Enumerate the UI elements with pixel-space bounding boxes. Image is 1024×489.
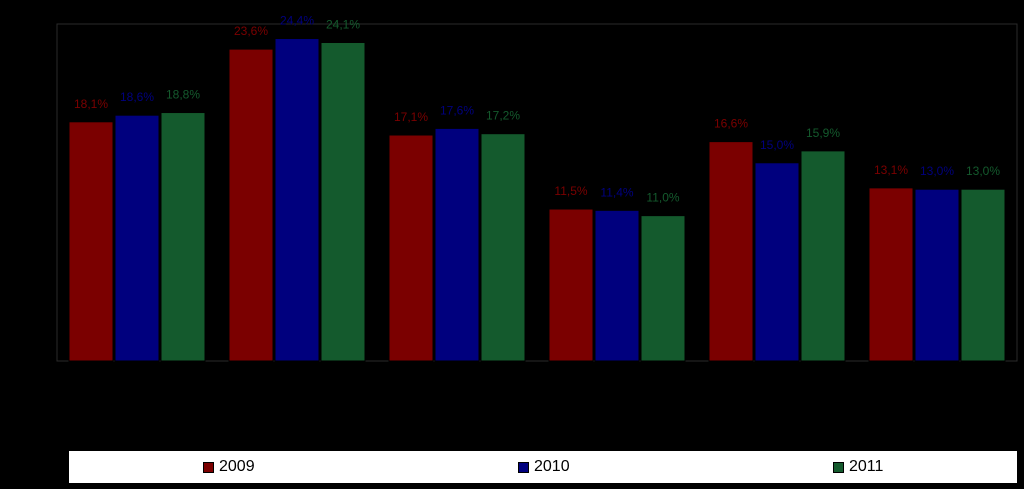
legend-item-2010: 2010 [518, 451, 570, 483]
data-label-2011-4: 11,0% [646, 191, 679, 205]
data-label-2011-2: 24,1% [326, 18, 360, 32]
data-label-2009-2: 23,6% [234, 24, 268, 38]
data-label-2011-5: 15,9% [806, 126, 840, 140]
data-label-2010-4: 11,4% [600, 185, 633, 199]
bar-2011-6 [960, 188, 1006, 362]
bar-2010-2 [274, 38, 320, 362]
bar-2010-4 [594, 209, 640, 362]
data-label-2010-2: 24,4% [280, 14, 314, 28]
legend-item-2009: 2009 [203, 451, 255, 483]
legend-item-2011: 2011 [833, 451, 883, 483]
data-label-2010-1: 18,6% [120, 90, 154, 104]
legend-label-2009: 2009 [219, 458, 255, 475]
bar-2011-5 [800, 150, 846, 362]
bar-2011-1 [160, 112, 206, 362]
bar-2009-5 [708, 141, 754, 362]
data-label-2009-1: 18,1% [74, 97, 108, 111]
plot-area-frame [56, 23, 1018, 362]
data-label-2011-1: 18,8% [166, 88, 200, 102]
legend-swatch-2009 [203, 461, 214, 473]
bar-2010-3 [434, 127, 480, 362]
data-label-2009-3: 17,1% [394, 110, 428, 124]
legend-swatch-2011 [833, 461, 844, 473]
data-labels-group: 18,1% 23,6% 17,1% 11,5% 16,6% 13,1% 18,6% 24,4%… [74, 14, 1000, 205]
legend-label-2011: 2011 [849, 458, 884, 475]
bars-group [68, 38, 1006, 362]
data-label-2009-4: 11,5% [554, 184, 587, 198]
data-label-2011-6: 13,0% [966, 164, 1000, 178]
legend-label-2010: 2010 [534, 458, 570, 475]
legend-swatch-2010 [518, 461, 529, 473]
data-label-2011-3: 17,2% [486, 109, 520, 123]
data-label-2010-3: 17,6% [440, 103, 474, 117]
bar-2010-5 [754, 162, 800, 362]
bar-2011-4 [640, 215, 686, 362]
bar-2011-2 [320, 42, 366, 362]
bar-2011-3 [480, 133, 526, 362]
bar-2009-4 [548, 208, 594, 362]
legend: 2009 2010 2011 [69, 451, 1017, 483]
data-label-2010-6: 13,0% [920, 164, 954, 178]
bar-2009-2 [228, 48, 274, 362]
data-label-2009-5: 16,6% [714, 117, 748, 131]
data-label-2009-6: 13,1% [874, 163, 908, 177]
bar-2009-3 [388, 134, 434, 362]
bar-2010-1 [114, 114, 160, 362]
bar-2009-1 [68, 121, 114, 362]
data-label-2010-5: 15,0% [760, 138, 794, 152]
bar-2010-6 [914, 188, 960, 362]
bar-2009-6 [868, 187, 914, 362]
